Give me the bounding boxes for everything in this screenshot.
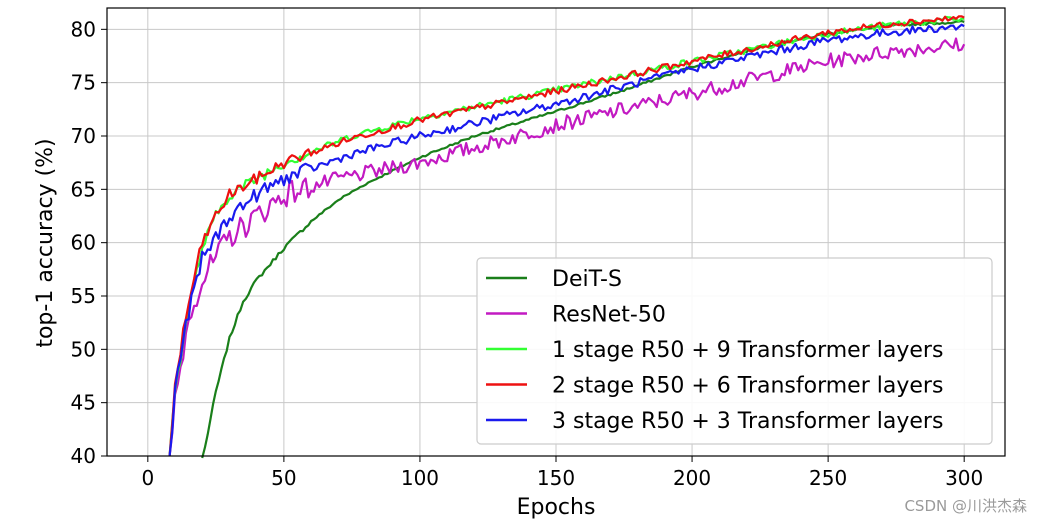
- y-tick-label: 45: [71, 391, 96, 415]
- series-line-5: [168, 23, 965, 457]
- x-tick-label: 0: [141, 466, 154, 490]
- x-tick-label: 50: [271, 466, 296, 490]
- x-tick-label: 150: [537, 466, 575, 490]
- y-tick-label: 65: [71, 177, 96, 201]
- x-tick-label: 300: [945, 466, 983, 490]
- series-line-2: [168, 37, 966, 457]
- legend: DeiT-S ResNet-50 1 stage R50 + 9 Transform…: [476, 257, 993, 445]
- y-tick-label: 40: [71, 444, 96, 468]
- x-axis-label: Epochs: [517, 495, 596, 520]
- y-tick-label: 80: [71, 17, 96, 41]
- y-tick-label: 50: [71, 337, 96, 361]
- y-tick-label: 60: [71, 231, 96, 255]
- x-tick-label: 200: [673, 466, 711, 490]
- x-tick-label: 250: [809, 466, 847, 490]
- legend-label: 3 stage R50 + 3 Transformer layers: [552, 409, 943, 434]
- legend-label: 2 stage R50 + 6 Transformer layers: [552, 374, 943, 399]
- legend-label: DeiT-S: [552, 267, 622, 292]
- series-line-4: [168, 15, 965, 457]
- x-tick-label: 100: [401, 466, 439, 490]
- y-tick-label: 75: [71, 71, 96, 95]
- series-lines: [168, 15, 966, 459]
- y-tick-label: 70: [71, 124, 96, 148]
- axis-ticks: 0 50 100 150 200 250 300 40 45 50 55 60 65 70 75 80: [71, 17, 984, 490]
- y-tick-label: 55: [71, 284, 96, 308]
- legend-label: ResNet-50: [552, 303, 666, 328]
- y-axis-label: top-1 accuracy (%): [33, 138, 58, 347]
- legend-box: [476, 257, 993, 445]
- legend-label: 1 stage R50 + 9 Transformer layers: [552, 338, 943, 363]
- watermark-text: CSDN @川洪杰森: [904, 497, 1027, 515]
